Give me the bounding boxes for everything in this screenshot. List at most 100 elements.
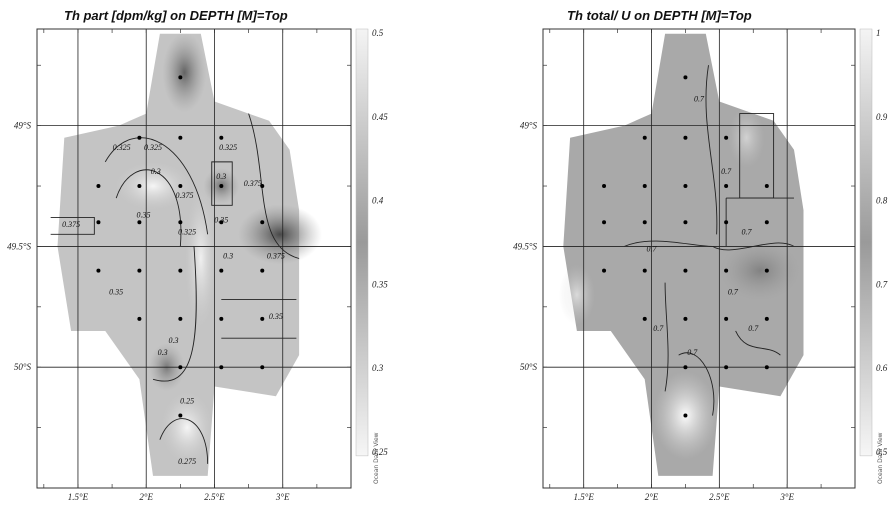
contour-label: 0.3: [169, 336, 179, 345]
contour-label: 0.7: [653, 324, 664, 333]
contour-label: 0.325: [178, 227, 196, 236]
station-dot: [219, 184, 224, 189]
station-dot: [764, 316, 769, 321]
contour-line: [115, 169, 182, 247]
chart-title-th-total-u: Th total/ U on DEPTH [M]=Top: [567, 8, 752, 23]
station-dot: [178, 220, 183, 225]
contour-label: 0.7: [721, 167, 732, 176]
station-dot: [96, 220, 101, 225]
colorbar-tick-label: 0.35: [372, 279, 388, 289]
x-tick-label: 3°E: [275, 492, 290, 502]
contour-label: 0.325: [113, 143, 131, 152]
y-tick-label: 49°S: [14, 121, 32, 131]
station-dot: [260, 365, 265, 370]
station-dot: [683, 413, 688, 418]
x-tick-label: 2.5°E: [709, 492, 730, 502]
station-dot: [764, 220, 769, 225]
contour-line: [159, 418, 209, 464]
station-dot: [642, 184, 647, 189]
contour-line: [221, 299, 297, 339]
station-dot: [602, 220, 607, 225]
contour-label: 0.35: [269, 312, 283, 321]
station-dot: [683, 184, 688, 189]
field-high-east: [238, 204, 323, 265]
station-dot: [724, 316, 729, 321]
contour-line: [50, 216, 95, 235]
contour-line: [104, 137, 209, 235]
contour-label: 0.35: [109, 288, 123, 297]
x-tick-label: 2°E: [645, 492, 659, 502]
colorbar-tick-label: 0.7: [876, 279, 888, 289]
x-tick-label: 1.5°E: [68, 492, 89, 502]
station-dot: [137, 220, 142, 225]
station-dot: [683, 75, 688, 80]
colorbar: [355, 28, 369, 457]
field-high-north: [162, 32, 207, 113]
station-dot: [764, 184, 769, 189]
y-tick-label: 49.5°S: [7, 241, 31, 251]
station-dot: [683, 316, 688, 321]
colorbar-tick-label: 1: [876, 28, 881, 38]
colorbar-tick-label: 0.45: [372, 112, 388, 122]
station-dot: [683, 135, 688, 140]
station-dot: [642, 268, 647, 273]
x-tick-label: 3°E: [779, 492, 794, 502]
contour-label: 0.325: [219, 143, 237, 152]
station-dot: [260, 268, 265, 273]
contour-line: [735, 330, 781, 356]
station-dot: [178, 135, 183, 140]
station-dot: [178, 184, 183, 189]
station-dot: [724, 220, 729, 225]
contour-label: 0.3: [158, 348, 168, 357]
station-dot: [602, 184, 607, 189]
field-low-center: [184, 188, 217, 329]
station-dot: [178, 268, 183, 273]
data-field: [57, 33, 300, 476]
station-dot: [178, 365, 183, 370]
contour-label: 0.325: [144, 143, 162, 152]
field-group: [558, 33, 804, 476]
y-tick-label: 49.5°S: [513, 241, 537, 251]
contour-label: 0.7: [687, 348, 698, 357]
y-tick-label: 50°S: [520, 362, 538, 372]
station-dot: [642, 220, 647, 225]
colorbar-tick-label: 0.25: [372, 447, 388, 457]
station-dot: [137, 268, 142, 273]
colorbar-tick-label: 0.6: [876, 363, 888, 373]
field-low-south: [161, 391, 214, 464]
colorbar-tick-label: 0.5: [372, 28, 384, 38]
contour-label: 0.7: [647, 244, 658, 253]
contour-label: 0.275: [178, 457, 196, 466]
station-dot: [137, 184, 142, 189]
station-dot: [260, 220, 265, 225]
field-low-west: [558, 264, 595, 325]
station-dot: [178, 413, 183, 418]
contour-label: 0.25: [180, 396, 194, 405]
station-dot: [724, 365, 729, 370]
contour-line: [248, 113, 300, 259]
watermark: Ocean Data View: [373, 432, 380, 484]
station-dot: [260, 316, 265, 321]
y-tick-label: 50°S: [14, 362, 32, 372]
station-dot: [724, 268, 729, 273]
station-dot: [137, 135, 142, 140]
contour-label: 0.7: [741, 227, 752, 236]
station-dot: [764, 365, 769, 370]
station-dot: [219, 365, 224, 370]
x-tick-label: 1.5°E: [574, 492, 595, 502]
contour-line: [211, 161, 233, 206]
station-dot: [602, 268, 607, 273]
x-tick-label: 2°E: [139, 492, 153, 502]
station-dot: [178, 316, 183, 321]
colorbar-tick-label: 0.9: [876, 112, 888, 122]
contour-label: 0.3: [223, 252, 233, 261]
station-dot: [219, 268, 224, 273]
colorbar-tick-label: 0.8: [876, 196, 888, 206]
station-dot: [96, 268, 101, 273]
contour-label: 0.375: [62, 220, 80, 229]
field-low-west: [115, 162, 192, 211]
contour-label: 0.375: [244, 179, 262, 188]
colorbar: [859, 28, 873, 457]
colorbar-tick-label: 0.5: [876, 447, 888, 457]
contour-line: [705, 65, 718, 235]
